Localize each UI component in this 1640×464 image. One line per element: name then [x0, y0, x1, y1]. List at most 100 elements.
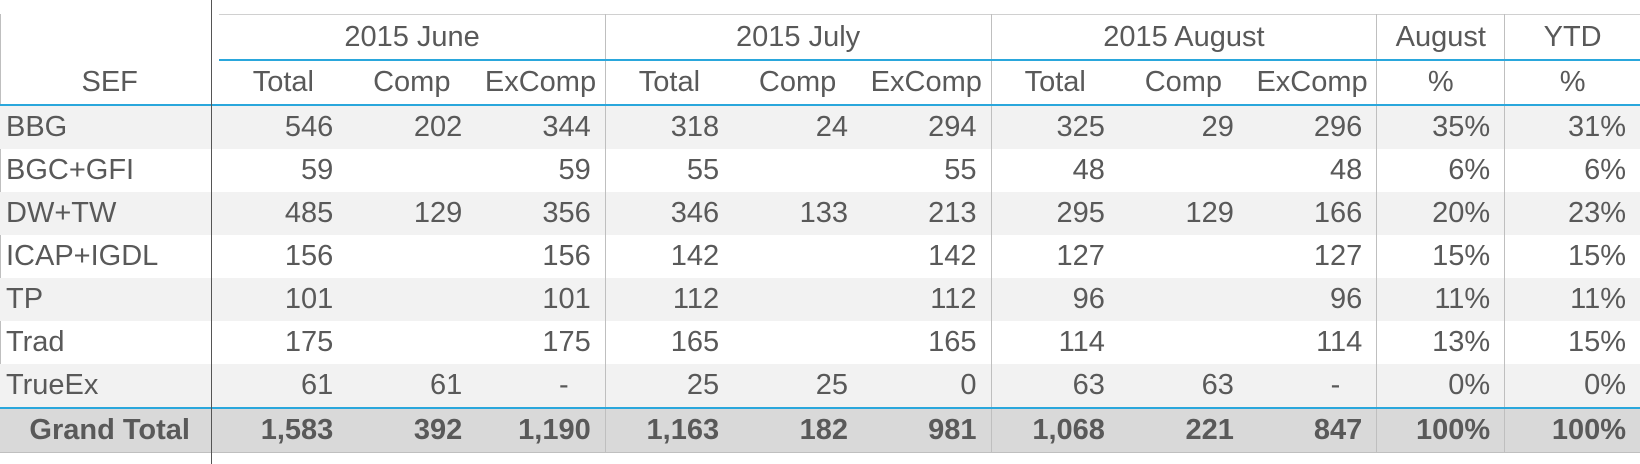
table-row: BBG 546 202 344 318 24 294 325 29 296 35% 31%: [0, 105, 1640, 149]
table-cell: 1,583: [219, 407, 348, 453]
row-label-sef: BBG: [0, 105, 220, 149]
table-cell: 485: [219, 192, 348, 235]
table-cell: [347, 321, 476, 364]
table-row: BGC+GFI 59 59 55 55 48 48 6% 6%: [0, 149, 1640, 192]
table-cell: 166: [1247, 192, 1378, 235]
table-cell: 325: [991, 105, 1119, 149]
table-cell: [1118, 278, 1248, 321]
table-cell: 29: [1118, 105, 1248, 149]
table-cell: 61: [219, 364, 348, 408]
table-body: BBG 546 202 344 318 24 294 325 29 296 35% 31% BGC+GF…: [0, 105, 1640, 408]
column-header: Comp: [1118, 60, 1248, 106]
table-cell: 15%: [1376, 235, 1506, 278]
table-cell: 11%: [1376, 278, 1506, 321]
grand-total-row: Grand Total 1,583 392 1,190 1,163 182 98…: [0, 407, 1640, 453]
row-label-sef: TrueEx: [0, 364, 220, 408]
table-cell: 101: [476, 278, 606, 321]
table-cell: 129: [1118, 192, 1248, 235]
table-cell: 114: [1247, 321, 1378, 364]
table-cell: 392: [347, 407, 477, 453]
table-cell: 31%: [1504, 105, 1640, 149]
table-cell: 63: [1118, 364, 1248, 408]
table-cell: 96: [991, 278, 1119, 321]
table-cell: 847: [1247, 407, 1378, 453]
grand-total-label: Grand Total: [0, 407, 220, 453]
table-cell: 48: [1247, 149, 1378, 192]
column-header: Total: [991, 60, 1119, 106]
table-cell: 112: [862, 278, 992, 321]
table-cell: 61: [347, 364, 477, 408]
column-header: %: [1376, 60, 1506, 106]
group-header-june: 2015 June: [219, 14, 606, 61]
table-cell: 346: [605, 192, 734, 235]
table-cell: 59: [301, 154, 334, 186]
sef-volume-table: 2015 June 2015 July 2015 August August Y…: [0, 14, 1640, 453]
table-cell: -: [476, 364, 606, 408]
table-cell: 356: [476, 192, 606, 235]
table-cell: 6%: [1584, 154, 1626, 186]
table-cell: 182: [733, 407, 863, 453]
table-cell: 165: [862, 321, 992, 364]
table-cell: 127: [1056, 240, 1105, 272]
group-header-ytd: YTD: [1504, 14, 1640, 61]
table-row: TrueEx 61 61-25 25 0 63 63-0% 0%: [0, 364, 1640, 408]
column-header: ExComp: [1247, 60, 1378, 106]
table-cell: [347, 235, 476, 278]
row-label-sef: BGC+GFI: [6, 154, 135, 186]
table-cell: [1119, 149, 1248, 192]
table-cell: 1,190: [476, 407, 606, 453]
table-cell: 100%: [1376, 407, 1506, 453]
table-cell: [733, 235, 862, 278]
table-cell: 6%: [1376, 149, 1506, 192]
table-cell: 295: [991, 192, 1119, 235]
table-cell: [347, 278, 477, 321]
table-cell: 13%: [1376, 321, 1506, 364]
row-label-sef: ICAP+IGDL: [6, 240, 159, 272]
group-header-july: 2015 July: [605, 14, 992, 61]
column-header: Comp: [733, 60, 863, 106]
table-cell: -: [1247, 364, 1378, 408]
table-cell: [733, 278, 863, 321]
table-cell: 156: [284, 240, 334, 272]
table-cell: 127: [1247, 235, 1378, 278]
group-header-row: 2015 June 2015 July 2015 August August Y…: [0, 14, 1640, 61]
table-cell: 101: [219, 278, 348, 321]
sub-header-row: SEF Total Comp ExComp Total Comp ExComp …: [0, 60, 1640, 106]
table-cell: 15%: [1567, 240, 1626, 272]
sef-header-blank: [0, 15, 219, 61]
table-cell: 59: [476, 149, 606, 192]
table-cell: 0%: [1504, 364, 1640, 408]
table-cell: 48: [1072, 154, 1105, 186]
column-header: Total: [219, 60, 348, 106]
table-row: ICAP+IGDL 156 156 142 142 127 127 15% 15%: [0, 235, 1640, 278]
table-cell: 981: [862, 407, 992, 453]
table-cell: 1,068: [991, 407, 1119, 453]
table-row: DW+TW 485 129 356 346 133 213 295 129 166 20% 23%: [0, 192, 1640, 235]
table-cell: 129: [347, 192, 477, 235]
table-cell: 175: [284, 326, 334, 358]
group-header-august-pct: August: [1376, 14, 1506, 61]
table-cell: 175: [476, 321, 606, 364]
table-cell: 344: [476, 105, 606, 149]
table-cell: 142: [862, 235, 992, 278]
table-cell: 156: [476, 235, 606, 278]
table-cell: [1119, 235, 1248, 278]
table-cell: 35%: [1376, 105, 1506, 149]
row-label-sef: Trad: [6, 326, 65, 358]
table-cell: [733, 149, 862, 192]
table-cell: 63: [991, 364, 1119, 408]
table-cell: 294: [862, 105, 992, 149]
table-cell: 100%: [1504, 407, 1640, 453]
table-cell: 221: [1118, 407, 1248, 453]
column-header: Comp: [347, 60, 477, 106]
row-label-sef: DW+TW: [0, 192, 220, 235]
row-label-sef: TP: [0, 278, 220, 321]
table-cell: 202: [347, 105, 477, 149]
table-cell: 112: [605, 278, 734, 321]
table-cell: 133: [733, 192, 863, 235]
table-cell: 15%: [1567, 326, 1626, 358]
table-cell: 25: [733, 364, 863, 408]
table-cell: 20%: [1376, 192, 1506, 235]
table-cell: 318: [605, 105, 734, 149]
